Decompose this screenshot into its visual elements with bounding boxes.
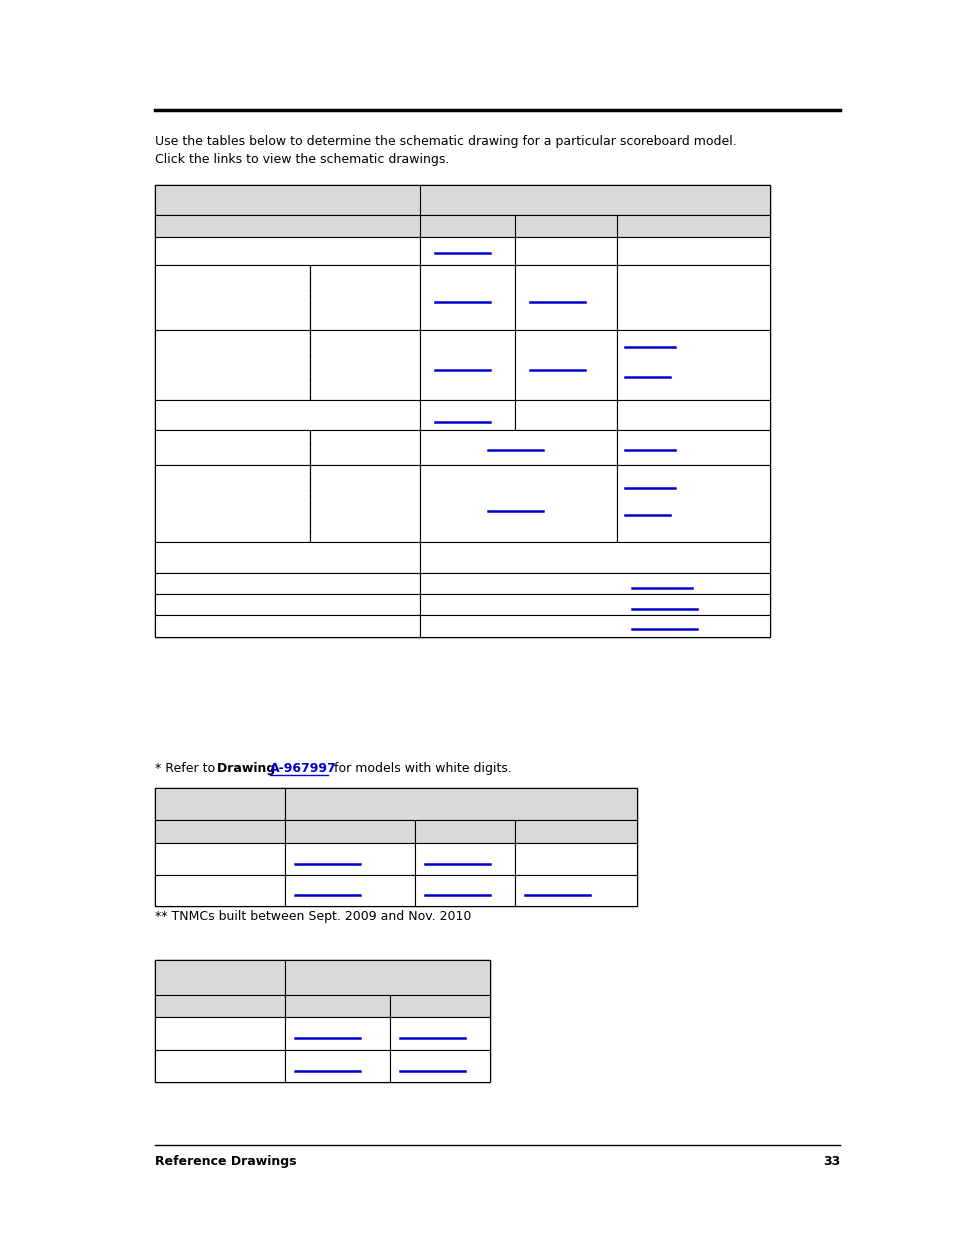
Bar (154, 400, 419, 430)
Bar (154, 1050, 285, 1082)
Bar (617, 400, 769, 430)
Bar (310, 266, 419, 330)
Text: A-967997: A-967997 (270, 762, 336, 776)
Bar (285, 1016, 390, 1050)
Bar (285, 995, 390, 1016)
Bar (419, 542, 769, 573)
Bar (285, 844, 415, 876)
Bar (310, 330, 419, 400)
Bar (415, 820, 515, 844)
Bar (285, 788, 637, 820)
Bar (154, 1016, 285, 1050)
Text: ** TNMCs built between Sept. 2009 and Nov. 2010: ** TNMCs built between Sept. 2009 and No… (154, 910, 471, 923)
Bar (154, 185, 769, 215)
Bar (154, 330, 310, 400)
Bar (617, 430, 769, 466)
Bar (154, 573, 419, 594)
Text: Reference Drawings: Reference Drawings (154, 1155, 296, 1168)
Bar (154, 615, 419, 637)
Bar (154, 430, 310, 466)
Bar (154, 876, 285, 906)
Bar (419, 430, 617, 466)
Bar (515, 266, 617, 330)
Bar (515, 876, 637, 906)
Bar (419, 615, 769, 637)
Bar (154, 466, 310, 542)
Bar (154, 594, 419, 615)
Bar (515, 400, 617, 430)
Bar (415, 876, 515, 906)
Bar (154, 266, 310, 330)
Bar (310, 430, 419, 466)
Bar (390, 995, 490, 1016)
Bar (515, 820, 637, 844)
Bar (285, 960, 490, 995)
Bar (617, 466, 769, 542)
Bar (154, 215, 769, 237)
Text: 33: 33 (821, 1155, 840, 1168)
Bar (310, 466, 419, 542)
Bar (617, 237, 769, 266)
Bar (390, 1050, 490, 1082)
Bar (419, 466, 617, 542)
Bar (154, 820, 285, 844)
Bar (154, 185, 769, 637)
Text: Drawing: Drawing (216, 762, 279, 776)
Bar (154, 960, 490, 1082)
Bar (617, 266, 769, 330)
Bar (515, 330, 617, 400)
Bar (154, 788, 637, 906)
Text: Click the links to view the schematic drawings.: Click the links to view the schematic dr… (154, 153, 449, 165)
Bar (154, 960, 285, 995)
Text: * Refer to: * Refer to (154, 762, 219, 776)
Bar (154, 542, 419, 573)
Bar (285, 1050, 390, 1082)
Bar (154, 788, 285, 820)
Bar (154, 237, 419, 266)
Bar (515, 237, 617, 266)
Bar (154, 844, 285, 876)
Bar (515, 844, 637, 876)
Bar (419, 594, 769, 615)
Bar (390, 1016, 490, 1050)
Bar (419, 330, 515, 400)
Bar (419, 400, 515, 430)
Bar (419, 237, 515, 266)
Bar (415, 844, 515, 876)
Bar (285, 876, 415, 906)
Bar (285, 820, 415, 844)
Text: Use the tables below to determine the schematic drawing for a particular scorebo: Use the tables below to determine the sc… (154, 135, 736, 148)
Bar (419, 573, 769, 594)
Bar (617, 330, 769, 400)
Bar (419, 266, 515, 330)
Bar (154, 995, 285, 1016)
Text: for models with white digits.: for models with white digits. (330, 762, 512, 776)
